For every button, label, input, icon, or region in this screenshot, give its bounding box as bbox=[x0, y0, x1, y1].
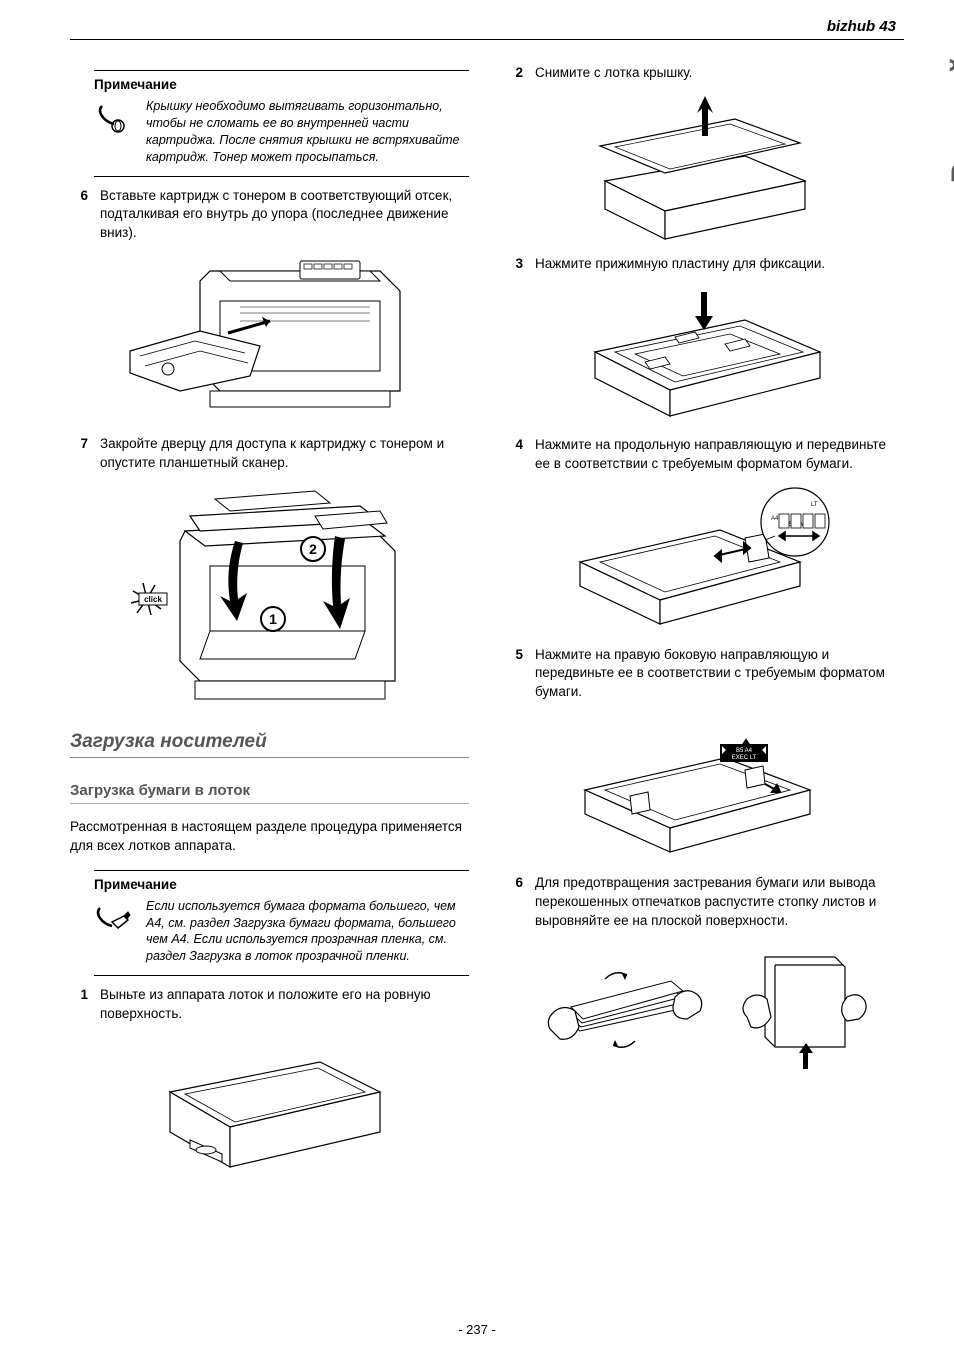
step-text: Нажмите на правую боковую направляющую и… bbox=[535, 646, 904, 703]
left-column: Примечание Крышку необходимо вытягивать … bbox=[70, 64, 469, 1196]
step-text: Для предотвращения застревания бумаги ил… bbox=[535, 874, 904, 931]
figure-close-door: click 1 2 bbox=[70, 481, 469, 711]
note-text: Крышку необходимо вытягивать горизонталь… bbox=[146, 98, 469, 166]
callout-number: 1 bbox=[269, 611, 277, 627]
page: bizhub 43 Русский Примечание Крышку необ… bbox=[0, 0, 954, 1351]
guide-size-label: EXEC LT bbox=[731, 755, 756, 761]
step-item: 7 Закройте дверцу для доступа к картридж… bbox=[70, 435, 469, 473]
note-block: Если используется бумага формата большег… bbox=[94, 898, 469, 977]
section-subheading-tray: Загрузка бумаги в лоток bbox=[70, 782, 469, 804]
step-number: 2 bbox=[505, 64, 523, 83]
step-item: 4 Нажмите на продольную направляющую и п… bbox=[505, 436, 904, 474]
page-number: - 237 - bbox=[0, 1322, 954, 1337]
header-product-title: bizhub 43 bbox=[70, 18, 904, 40]
step-item: 5 Нажмите на правую боковую направляющую… bbox=[505, 646, 904, 703]
step-number: 5 bbox=[505, 646, 523, 703]
step-text: Вставьте картридж с тонером в соответств… bbox=[100, 187, 469, 244]
note-heading: Примечание bbox=[94, 70, 469, 92]
guide-size-label: B5 A4 bbox=[735, 748, 752, 754]
step-item: 6 Для предотвращения застревания бумаги … bbox=[505, 874, 904, 931]
guide-label: LT bbox=[811, 502, 818, 508]
step-item: 3 Нажмите прижимную пластину для фиксаци… bbox=[505, 255, 904, 274]
two-column-layout: Примечание Крышку необходимо вытягивать … bbox=[70, 64, 904, 1196]
step-item: 6 Вставьте картридж с тонером в соответс… bbox=[70, 187, 469, 244]
step-number: 6 bbox=[505, 874, 523, 931]
step-text: Снимите с лотка крышку. bbox=[535, 64, 904, 83]
step-number: 7 bbox=[70, 435, 88, 473]
section-heading-media: Загрузка носителей bbox=[70, 731, 469, 758]
hand-note-icon bbox=[94, 898, 134, 938]
step-number: 6 bbox=[70, 187, 88, 244]
figure-length-guide: LT A4 B5 A5 bbox=[505, 482, 904, 632]
step-text: Нажмите прижимную пластину для фиксации. bbox=[535, 255, 904, 274]
figure-width-guide: B5 A4 EXEC LT bbox=[505, 710, 904, 860]
figure-fan-paper bbox=[505, 939, 904, 1069]
callout-number: 2 bbox=[309, 541, 317, 557]
note-text: Если используется бумага формата большег… bbox=[146, 898, 469, 966]
step-item: 2 Снимите с лотка крышку. bbox=[505, 64, 904, 83]
intro-paragraph: Рассмотренная в настоящем разделе процед… bbox=[70, 818, 469, 856]
lightbulb-icon bbox=[94, 98, 134, 138]
figure-tray-removed bbox=[70, 1032, 469, 1182]
note-heading: Примечание bbox=[94, 870, 469, 892]
note-block: Крышку необходимо вытягивать горизонталь… bbox=[94, 98, 469, 177]
figure-press-plate bbox=[505, 282, 904, 422]
step-text: Закройте дверцу для доступа к картриджу … bbox=[100, 435, 469, 473]
step-number: 4 bbox=[505, 436, 523, 474]
guide-label: A4 bbox=[771, 516, 779, 522]
step-number: 1 bbox=[70, 986, 88, 1024]
figure-remove-cover bbox=[505, 91, 904, 241]
step-item: 1 Выньте из аппарата лоток и положите ег… bbox=[70, 986, 469, 1024]
figure-toner-insert bbox=[70, 251, 469, 421]
step-text: Выньте из аппарата лоток и положите его … bbox=[100, 986, 469, 1024]
step-text: Нажмите на продольную направляющую и пер… bbox=[535, 436, 904, 474]
right-column: 2 Снимите с лотка крышку. bbox=[505, 64, 904, 1196]
step-number: 3 bbox=[505, 255, 523, 274]
click-label: click bbox=[144, 595, 162, 604]
language-side-tab: Русский bbox=[946, 55, 954, 183]
